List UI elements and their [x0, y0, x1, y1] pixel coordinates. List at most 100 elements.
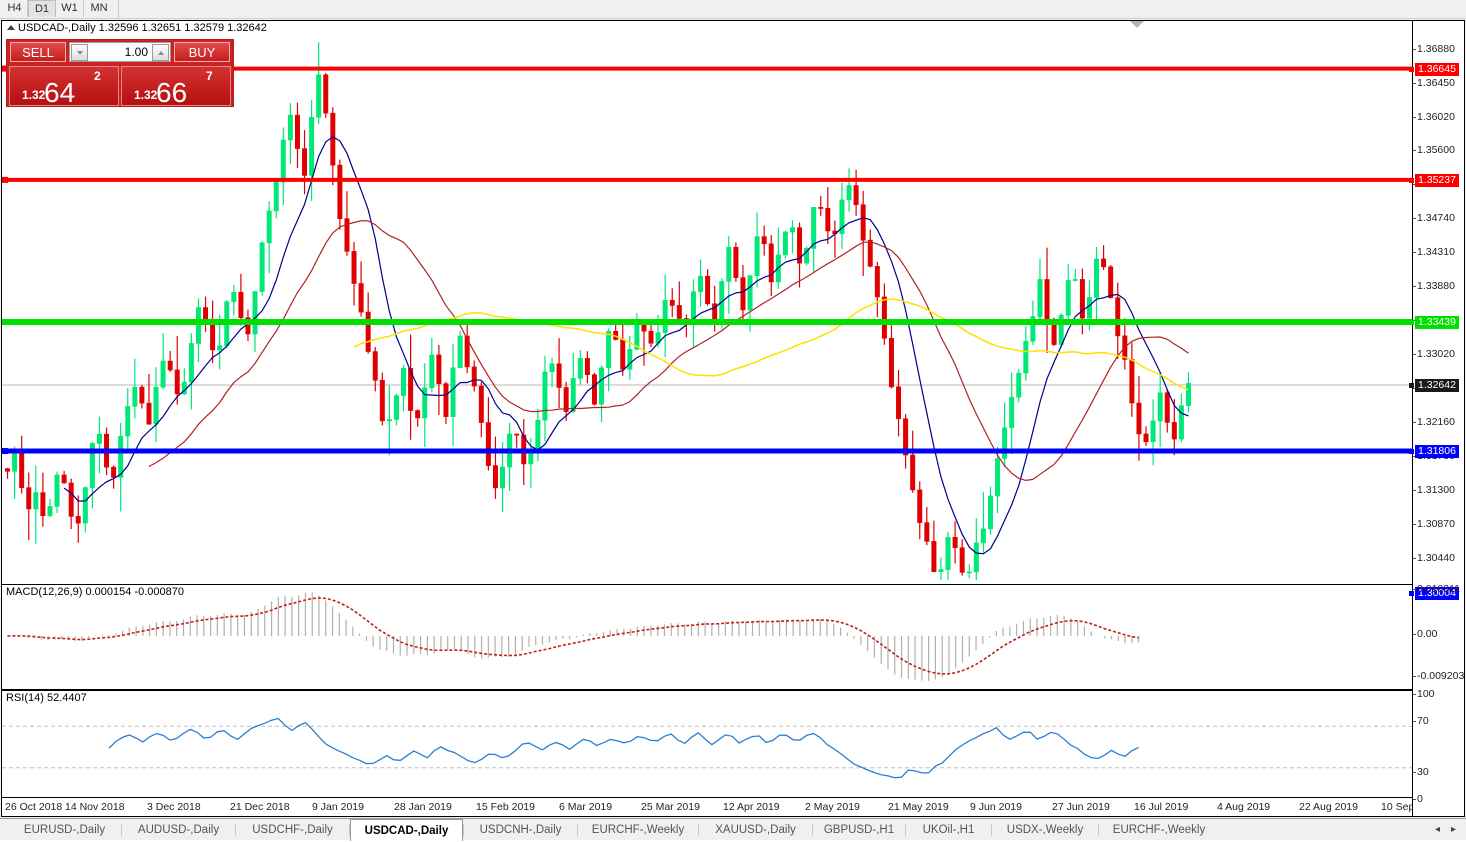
buy-button[interactable]: BUY	[174, 42, 230, 62]
price-scale[interactable]: 1.368801.364501.360201.356001.351701.347…	[1409, 21, 1465, 816]
tab-divider	[1098, 824, 1099, 836]
chart-tab-usdcad--daily[interactable]: USDCAD-,Daily	[350, 819, 463, 841]
rsi-tick-0: 0	[1413, 793, 1423, 805]
chart-tab-eurchf--weekly[interactable]: EURCHF-,Weekly	[1112, 824, 1206, 836]
date-tick: 9 Jun 2019	[970, 801, 1022, 813]
rsi-pane[interactable]: RSI(14) 52.4407	[2, 690, 1412, 799]
tab-divider	[463, 824, 464, 836]
price-badge-pivot[interactable]: 1.33439	[1409, 315, 1459, 329]
badge-handle[interactable]	[1409, 177, 1414, 183]
ask-sup: 7	[206, 69, 213, 83]
date-tick: 12 Apr 2019	[723, 801, 780, 813]
period-w1[interactable]: W1	[56, 0, 84, 17]
chart-tab-usdchf--daily[interactable]: USDCHF-,Daily	[252, 824, 333, 836]
rsi-label: RSI(14) 52.4407	[6, 692, 87, 704]
ask-price-cell[interactable]: 1.32 66 7	[121, 66, 231, 107]
date-tick: 28 Jan 2019	[394, 801, 452, 813]
volume-increment-button[interactable]	[152, 44, 169, 61]
price-tick: 1.36450	[1413, 76, 1455, 89]
chart-tab-usdcnh--daily[interactable]: USDCNH-,Daily	[479, 824, 562, 836]
chart-tab-ukoil--h1[interactable]: UKOil-,H1	[922, 824, 975, 836]
price-tick: 1.32160	[1413, 416, 1455, 429]
date-tick: 6 Mar 2019	[559, 801, 613, 813]
chart-tab-eurchf--weekly[interactable]: EURCHF-,Weekly	[591, 824, 685, 836]
tab-divider	[991, 824, 992, 836]
price-badge-support[interactable]: 1.31806	[1409, 445, 1459, 459]
window-marker-icon[interactable]	[1130, 21, 1144, 28]
price-badge-resistance[interactable]: 1.36645	[1409, 62, 1459, 76]
price-tick: 1.36880	[1413, 43, 1455, 55]
tab-divider	[121, 824, 122, 836]
price-tick: 1.34740	[1413, 212, 1455, 225]
tab-divider	[235, 824, 236, 836]
bid-sup: 2	[94, 69, 101, 83]
tab-scroll-next[interactable]: ▸	[1450, 824, 1456, 835]
chart-tab-gbpusd--h1[interactable]: GBPUSD-,H1	[823, 824, 895, 836]
price-tick: 1.30440	[1413, 552, 1455, 564]
bid-price-cell[interactable]: 1.32 64 2	[9, 66, 119, 108]
period-h4[interactable]: H4	[2, 0, 28, 17]
one-click-trading-panel[interactable]: SELL 1.00 BUY 1.32 64 2 1.32 66 7	[6, 39, 234, 107]
macd-tick-bottom: -0.009203	[1412, 670, 1465, 682]
macd-chart-svg	[7, 592, 1140, 681]
chart-title: USDCAD-,Daily 1.32596 1.32651 1.32579 1.…	[18, 22, 267, 34]
date-tick: 25 Mar 2019	[641, 801, 700, 813]
date-tick: 2 May 2019	[805, 801, 860, 813]
badge-handle[interactable]	[1409, 449, 1414, 455]
price-badge-last-price[interactable]: 1.32642	[1409, 378, 1459, 392]
chart-tab-bar[interactable]: EURUSD-,Daily AUDUSD-,Daily USDCHF-,Daily U…	[0, 818, 1466, 841]
volume-input[interactable]: 1.00	[69, 42, 171, 62]
period-mn[interactable]: MN	[90, 2, 108, 14]
tab-divider	[349, 824, 350, 836]
badge-handle[interactable]	[1409, 591, 1414, 597]
chart-header: USDCAD-,Daily 1.32596 1.32651 1.32579 1.…	[2, 21, 1464, 35]
rsi-tick-100: 100	[1413, 688, 1435, 700]
macd-label: MACD(12,26,9) 0.000154 -0.000870	[6, 586, 184, 598]
price-tick: 1.30870	[1413, 518, 1455, 530]
date-tick: 4 Aug 2019	[1217, 801, 1271, 813]
price-tick: 1.33020	[1413, 348, 1455, 361]
rsi-tick-70: 70	[1413, 715, 1429, 727]
badge-handle[interactable]	[1409, 382, 1414, 388]
macd-tick-zero: 0.00	[1412, 628, 1438, 640]
date-tick: 3 Dec 2018	[147, 801, 201, 813]
collapse-triangle-icon[interactable]	[7, 25, 15, 30]
macd-pane[interactable]: MACD(12,26,9) 0.000154 -0.000870	[2, 584, 1412, 690]
chart-tab-audusd--daily[interactable]: AUDUSD-,Daily	[137, 824, 220, 836]
volume-decrement-button[interactable]	[71, 44, 88, 61]
rsi-chart-svg	[2, 717, 1412, 779]
date-tick: 16 Jul 2019	[1134, 801, 1189, 813]
octp-toolbar: SELL 1.00 BUY	[7, 40, 233, 64]
volume-value: 1.00	[124, 45, 148, 59]
chart-window: USDCAD-,Daily 1.32596 1.32651 1.32579 1.…	[1, 20, 1465, 817]
macd-tick-top: 0.010311	[1412, 583, 1461, 595]
badge-handle[interactable]	[1409, 319, 1414, 325]
price-badge-resistance[interactable]: 1.35237	[1409, 173, 1459, 187]
sell-button[interactable]: SELL	[10, 42, 66, 62]
ask-prefix: 1.32	[134, 88, 158, 102]
price-tick: 1.34310	[1413, 246, 1455, 259]
period-d1[interactable]: D1	[28, 0, 56, 17]
price-tick: 1.36020	[1413, 110, 1455, 123]
price-tick: 1.35600	[1413, 144, 1455, 157]
tab-divider	[905, 824, 906, 836]
date-tick: 21 May 2019	[888, 801, 949, 813]
price-pane[interactable]	[2, 35, 1412, 580]
date-tick: 14 Nov 2018	[65, 801, 125, 813]
bid-big: 64	[44, 77, 76, 108]
date-axis: 26 Oct 2018 14 Nov 2018 3 Dec 2018 21 Dec 2…	[2, 797, 1441, 816]
chart-tab-usdx--weekly[interactable]: USDX-,Weekly	[1006, 824, 1084, 836]
price-chart-svg	[2, 42, 1412, 580]
price-badge-support[interactable]: 1.30004	[1409, 587, 1459, 601]
badge-handle[interactable]	[1409, 66, 1414, 72]
tab-divider	[698, 824, 699, 836]
bid-prefix: 1.32	[22, 88, 46, 102]
period-toolbar: H4 D1 W1 MN	[0, 0, 1466, 19]
tab-scroll-prev[interactable]: ◂	[1434, 824, 1440, 835]
date-tick: 22 Aug 2019	[1299, 801, 1358, 813]
tab-divider	[812, 824, 813, 836]
chart-tab-xauusd--daily[interactable]: XAUUSD-,Daily	[715, 824, 796, 836]
chart-tab-eurusd--daily[interactable]: EURUSD-,Daily	[23, 824, 106, 836]
toolbar-separator	[118, 0, 119, 18]
